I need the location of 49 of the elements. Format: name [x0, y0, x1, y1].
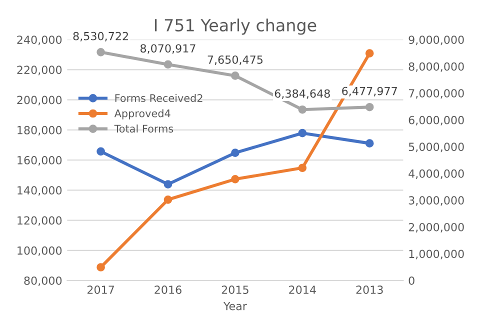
legend-label: Total Forms [114, 124, 174, 133]
x-tick-label: 2015 [222, 286, 248, 294]
y2-tick-label: 9,000,000 [408, 36, 464, 46]
y-tick-label: 80,000 [24, 276, 62, 286]
x-axis-title: Year [223, 302, 247, 310]
point [365, 139, 374, 148]
x-tick-label: 2016 [154, 286, 182, 294]
y2-tick-label: 8,000,000 [408, 62, 464, 72]
data-label: 8,530,722 [73, 32, 128, 42]
point [365, 49, 374, 58]
y-tick-label: 160,000 [18, 156, 62, 166]
point [298, 128, 307, 138]
y-tick-label: 140,000 [18, 186, 62, 196]
y2-tick-label: 0 [408, 276, 414, 285]
point [231, 175, 240, 184]
point [298, 105, 307, 114]
point [231, 72, 240, 80]
data-label: 6,384,648 [274, 89, 330, 99]
point [96, 48, 105, 56]
x-tick-label: 2013 [356, 286, 383, 294]
y2-tick-label: 2,000,000 [408, 222, 464, 232]
y-tick-label: 100,000 [18, 246, 62, 256]
y2-tick-label: 6,000,000 [408, 116, 464, 126]
data-label: 7,650,475 [208, 55, 263, 65]
legend-label: Forms Received2 [115, 94, 202, 102]
x-tick-label: 2017 [87, 286, 114, 294]
point [96, 147, 105, 156]
data-label: 8,070,917 [140, 44, 196, 54]
y2-tick-label: 3,000,000 [408, 196, 464, 206]
chart-title: I 751 Yearly change [154, 18, 316, 35]
x-tick-label: 2014 [289, 286, 316, 294]
point [298, 164, 307, 172]
data-label: 6,477,977 [342, 86, 397, 96]
point [164, 195, 172, 204]
legend-label: Approved4 [114, 109, 170, 120]
point [164, 180, 172, 188]
point [365, 102, 374, 112]
y-tick-label: 240,000 [17, 36, 62, 46]
point [231, 148, 240, 157]
y-tick-label: 200,000 [17, 96, 62, 106]
point [96, 263, 105, 272]
y2-tick-label: 5,000,000 [408, 142, 464, 152]
y-tick-label: 220,000 [17, 66, 62, 76]
y2-tick-label: 4,000,000 [408, 169, 464, 179]
y-tick-label: 120,000 [18, 216, 62, 226]
y2-tick-label: 1,000,000 [409, 250, 464, 260]
y2-tick-label: 7,000,000 [408, 89, 464, 99]
point [164, 60, 172, 69]
y-tick-label: 180,000 [18, 126, 62, 136]
